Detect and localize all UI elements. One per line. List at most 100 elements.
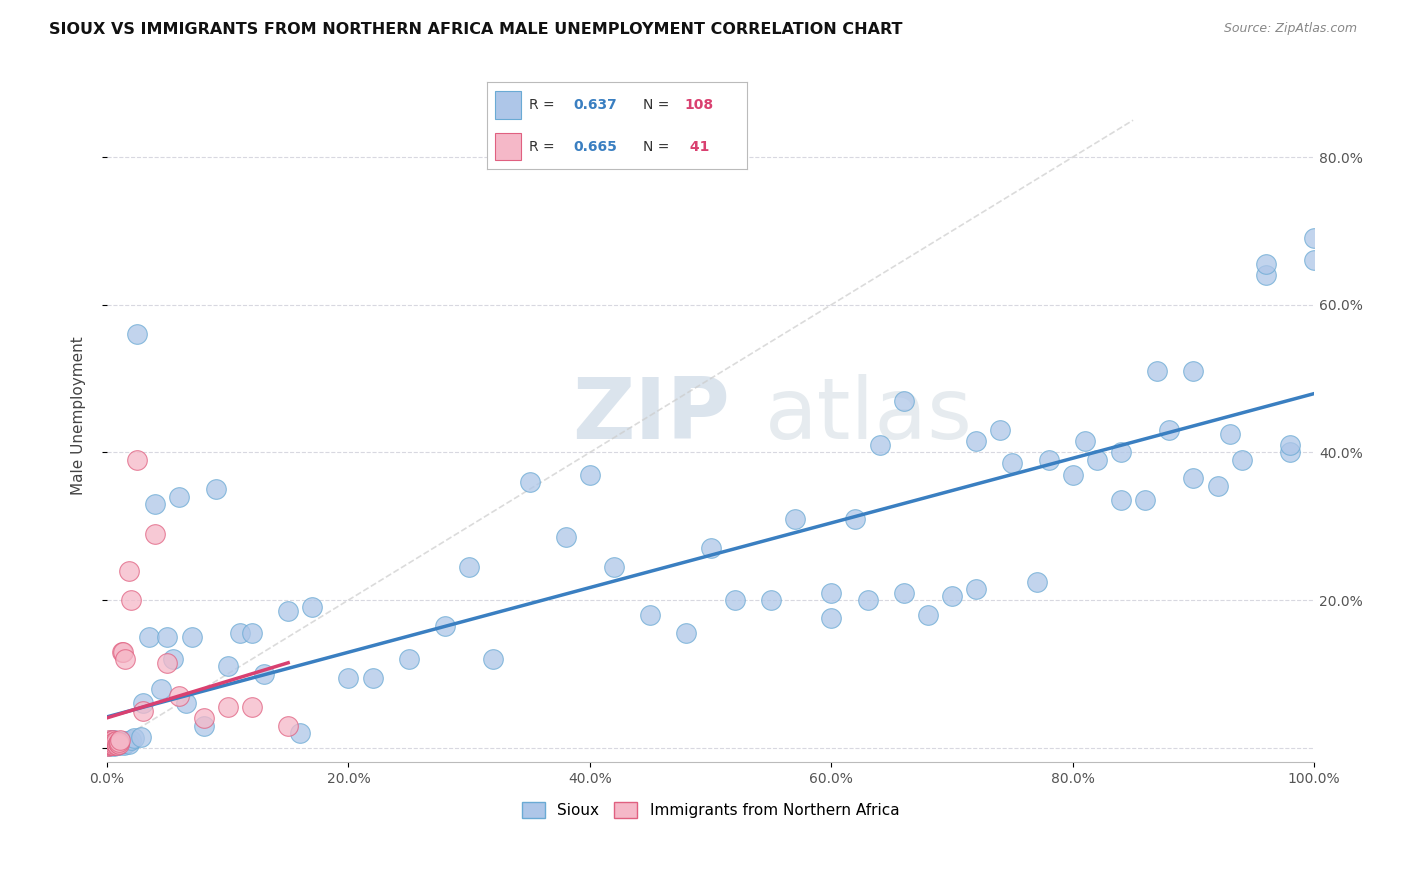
Point bbox=[132, 704, 155, 718]
Point bbox=[337, 671, 360, 685]
Point bbox=[104, 734, 127, 748]
Point bbox=[98, 738, 121, 752]
Point bbox=[100, 733, 122, 747]
Point bbox=[101, 736, 124, 750]
Point bbox=[675, 626, 697, 640]
Point bbox=[1278, 438, 1301, 452]
Point bbox=[1230, 452, 1253, 467]
Point bbox=[965, 434, 987, 449]
Point bbox=[100, 739, 122, 753]
Point bbox=[434, 619, 457, 633]
Point bbox=[820, 585, 842, 599]
Point bbox=[98, 738, 121, 752]
Point bbox=[97, 737, 120, 751]
Point bbox=[1182, 471, 1205, 485]
Point bbox=[103, 739, 125, 754]
Point bbox=[108, 735, 131, 749]
Point bbox=[941, 590, 963, 604]
Point bbox=[118, 564, 141, 578]
Y-axis label: Male Unemployment: Male Unemployment bbox=[72, 336, 86, 495]
Point bbox=[893, 585, 915, 599]
Point bbox=[98, 736, 121, 750]
Point bbox=[1303, 231, 1326, 245]
Point bbox=[110, 733, 132, 747]
Point bbox=[97, 739, 120, 753]
Point bbox=[101, 735, 124, 749]
Point bbox=[104, 736, 127, 750]
Point bbox=[101, 733, 124, 747]
Point bbox=[110, 736, 132, 750]
Point bbox=[103, 737, 125, 751]
Point bbox=[398, 652, 420, 666]
Point bbox=[554, 530, 576, 544]
Point bbox=[104, 736, 127, 750]
Text: ZIP: ZIP bbox=[572, 374, 730, 457]
Point bbox=[240, 626, 263, 640]
Point bbox=[104, 735, 127, 749]
Point bbox=[917, 607, 939, 622]
Point bbox=[217, 700, 239, 714]
Point bbox=[101, 735, 124, 749]
Point bbox=[100, 735, 122, 749]
Text: atlas: atlas bbox=[765, 374, 973, 457]
Point bbox=[1109, 493, 1132, 508]
Point bbox=[603, 559, 626, 574]
Point bbox=[1182, 364, 1205, 378]
Point bbox=[180, 630, 202, 644]
Point bbox=[1074, 434, 1097, 449]
Point bbox=[114, 734, 136, 748]
Point bbox=[169, 490, 191, 504]
Point bbox=[1133, 493, 1156, 508]
Point bbox=[115, 736, 138, 750]
Point bbox=[101, 734, 124, 748]
Point bbox=[103, 735, 125, 749]
Point bbox=[110, 737, 132, 751]
Point bbox=[97, 739, 120, 753]
Point bbox=[97, 739, 120, 754]
Text: SIOUX VS IMMIGRANTS FROM NORTHERN AFRICA MALE UNEMPLOYMENT CORRELATION CHART: SIOUX VS IMMIGRANTS FROM NORTHERN AFRICA… bbox=[49, 22, 903, 37]
Point bbox=[132, 697, 155, 711]
Point bbox=[361, 671, 384, 685]
Point bbox=[108, 737, 131, 751]
Point bbox=[103, 733, 125, 747]
Point bbox=[1001, 457, 1024, 471]
Point bbox=[1159, 423, 1181, 437]
Point bbox=[1254, 268, 1277, 283]
Point bbox=[638, 607, 661, 622]
Point bbox=[101, 736, 124, 750]
Point bbox=[98, 733, 121, 747]
Point bbox=[169, 689, 191, 703]
Point bbox=[118, 737, 141, 751]
Point bbox=[988, 423, 1011, 437]
Point bbox=[101, 735, 124, 749]
Point bbox=[112, 738, 135, 752]
Point bbox=[105, 738, 128, 752]
Point bbox=[965, 582, 987, 596]
Point bbox=[127, 452, 149, 467]
Point bbox=[162, 652, 184, 666]
Point bbox=[277, 718, 299, 732]
Point bbox=[156, 630, 179, 644]
Point bbox=[579, 467, 602, 482]
Legend: Sioux, Immigrants from Northern Africa: Sioux, Immigrants from Northern Africa bbox=[516, 796, 905, 824]
Point bbox=[97, 735, 120, 749]
Point bbox=[108, 735, 131, 749]
Point bbox=[101, 735, 124, 749]
Point bbox=[97, 737, 120, 751]
Point bbox=[103, 737, 125, 751]
Point bbox=[844, 512, 866, 526]
Point bbox=[174, 697, 197, 711]
Point bbox=[100, 737, 122, 751]
Point bbox=[253, 666, 276, 681]
Point bbox=[143, 526, 166, 541]
Point bbox=[120, 733, 142, 747]
Point bbox=[129, 730, 152, 744]
Point bbox=[1109, 445, 1132, 459]
Point bbox=[101, 739, 124, 753]
Point bbox=[98, 739, 121, 754]
Point bbox=[217, 659, 239, 673]
Point bbox=[290, 726, 312, 740]
Point bbox=[98, 734, 121, 748]
Point bbox=[98, 736, 121, 750]
Point bbox=[114, 652, 136, 666]
